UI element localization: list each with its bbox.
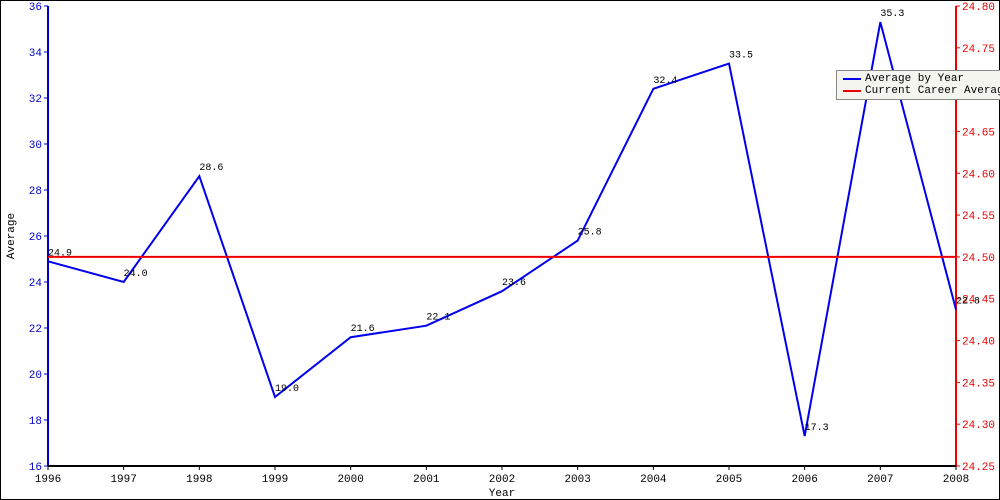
svg-text:24.35: 24.35 — [962, 378, 995, 390]
svg-text:35.3: 35.3 — [880, 9, 904, 20]
svg-text:18: 18 — [29, 416, 42, 428]
svg-text:2004: 2004 — [640, 474, 667, 486]
legend-item: Current Career Average — [843, 85, 1000, 97]
svg-text:2001: 2001 — [413, 474, 440, 486]
svg-text:2003: 2003 — [564, 474, 590, 486]
legend: Average by Year Current Career Average — [836, 70, 1000, 100]
svg-text:2008: 2008 — [943, 474, 969, 486]
svg-text:23.6: 23.6 — [502, 278, 526, 289]
svg-text:24.0: 24.0 — [124, 269, 148, 280]
svg-text:28: 28 — [29, 186, 42, 198]
svg-text:22.8: 22.8 — [956, 297, 980, 308]
svg-text:2006: 2006 — [791, 474, 817, 486]
svg-text:24.55: 24.55 — [962, 211, 995, 223]
svg-text:1997: 1997 — [110, 474, 136, 486]
svg-text:32.4: 32.4 — [653, 76, 677, 87]
svg-text:2000: 2000 — [337, 474, 363, 486]
svg-text:2005: 2005 — [716, 474, 742, 486]
svg-text:22: 22 — [29, 324, 42, 336]
legend-swatch — [843, 90, 861, 92]
svg-text:24.30: 24.30 — [962, 420, 995, 432]
svg-text:1996: 1996 — [35, 474, 61, 486]
svg-text:33.5: 33.5 — [729, 51, 753, 62]
svg-text:24.80: 24.80 — [962, 2, 995, 14]
svg-text:24.65: 24.65 — [962, 127, 995, 139]
svg-text:2002: 2002 — [489, 474, 515, 486]
svg-text:24.60: 24.60 — [962, 169, 995, 181]
legend-item: Average by Year — [843, 73, 1000, 85]
svg-text:2007: 2007 — [867, 474, 893, 486]
svg-text:19.0: 19.0 — [275, 384, 299, 395]
svg-text:25.8: 25.8 — [578, 228, 602, 239]
svg-text:24.75: 24.75 — [962, 44, 995, 56]
svg-text:24.25: 24.25 — [962, 462, 995, 474]
legend-swatch — [843, 78, 861, 80]
svg-text:26: 26 — [29, 232, 42, 244]
svg-text:Average: Average — [6, 213, 18, 259]
svg-text:16: 16 — [29, 462, 42, 474]
svg-text:32: 32 — [29, 94, 42, 106]
svg-text:22.1: 22.1 — [426, 313, 450, 324]
svg-text:Year: Year — [489, 488, 515, 500]
svg-text:30: 30 — [29, 140, 42, 152]
legend-label: Current Career Average — [865, 85, 1000, 97]
svg-text:34: 34 — [29, 48, 43, 60]
svg-text:24: 24 — [29, 278, 43, 290]
svg-text:1998: 1998 — [186, 474, 212, 486]
svg-text:36: 36 — [29, 2, 42, 14]
svg-text:24.50: 24.50 — [962, 253, 995, 265]
svg-text:24.40: 24.40 — [962, 337, 995, 349]
svg-text:17.3: 17.3 — [805, 423, 829, 434]
svg-text:1999: 1999 — [262, 474, 288, 486]
svg-text:28.6: 28.6 — [199, 163, 223, 174]
legend-label: Average by Year — [865, 73, 964, 85]
svg-text:21.6: 21.6 — [351, 324, 375, 335]
svg-text:20: 20 — [29, 370, 42, 382]
